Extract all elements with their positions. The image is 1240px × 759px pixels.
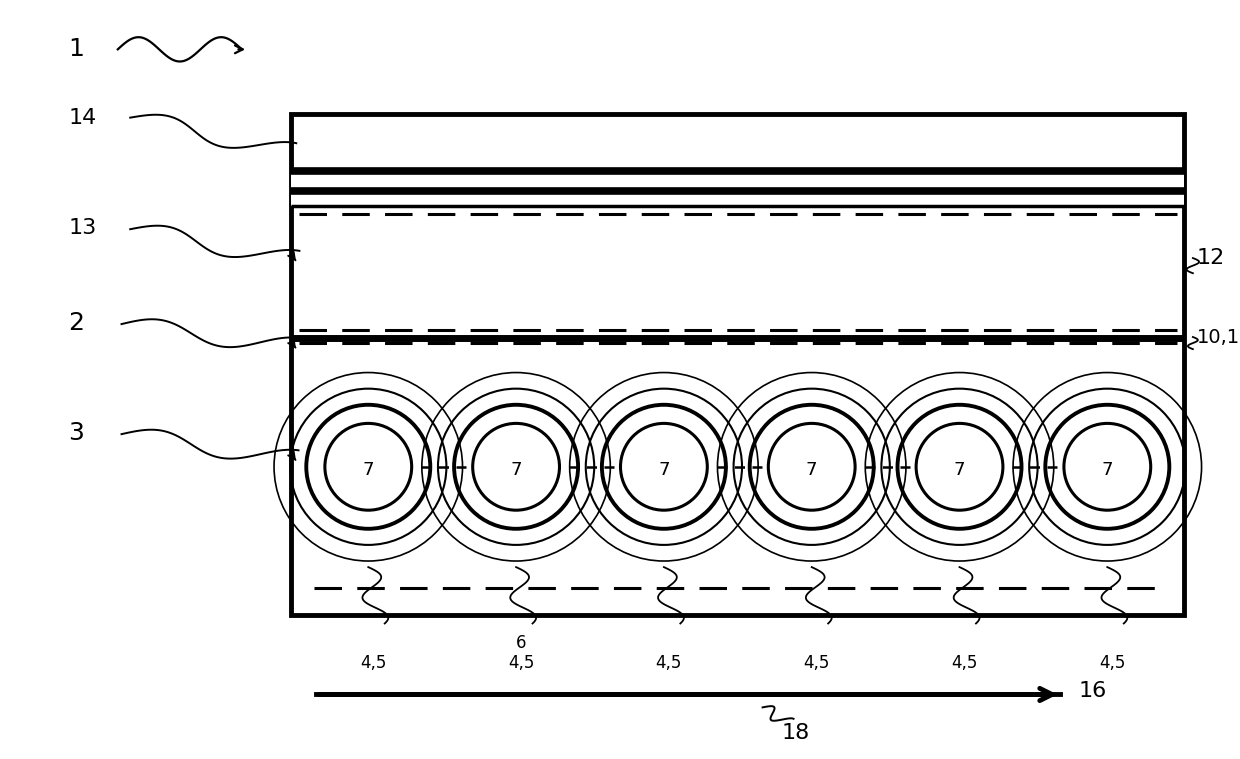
- Text: 7: 7: [806, 461, 817, 479]
- Ellipse shape: [777, 432, 847, 502]
- Text: 4,5: 4,5: [656, 654, 682, 672]
- Text: 1: 1: [68, 37, 84, 61]
- Text: 4,5: 4,5: [951, 654, 977, 672]
- Text: 7: 7: [658, 461, 670, 479]
- Text: 7: 7: [954, 461, 965, 479]
- Text: 2: 2: [68, 310, 84, 335]
- Text: 4,5: 4,5: [804, 654, 830, 672]
- Text: 16: 16: [1079, 681, 1107, 701]
- Text: 7: 7: [511, 461, 522, 479]
- Text: 13: 13: [68, 218, 97, 238]
- Text: 7: 7: [1101, 461, 1114, 479]
- Ellipse shape: [481, 432, 551, 502]
- Ellipse shape: [629, 432, 698, 502]
- Text: 10,17: 10,17: [1197, 328, 1240, 348]
- Text: 4,5: 4,5: [508, 654, 534, 672]
- Text: 18: 18: [781, 723, 810, 742]
- Bar: [291, 114, 1184, 615]
- Text: 7: 7: [362, 461, 374, 479]
- Ellipse shape: [1073, 432, 1142, 502]
- Text: 3: 3: [68, 420, 84, 445]
- Text: 4,5: 4,5: [360, 654, 387, 672]
- Text: 4,5: 4,5: [1099, 654, 1126, 672]
- Ellipse shape: [334, 432, 403, 502]
- Text: 12: 12: [1197, 248, 1225, 268]
- Text: 6: 6: [516, 634, 526, 652]
- Text: 14: 14: [68, 108, 97, 128]
- Ellipse shape: [925, 432, 994, 502]
- Bar: [291, 171, 1184, 206]
